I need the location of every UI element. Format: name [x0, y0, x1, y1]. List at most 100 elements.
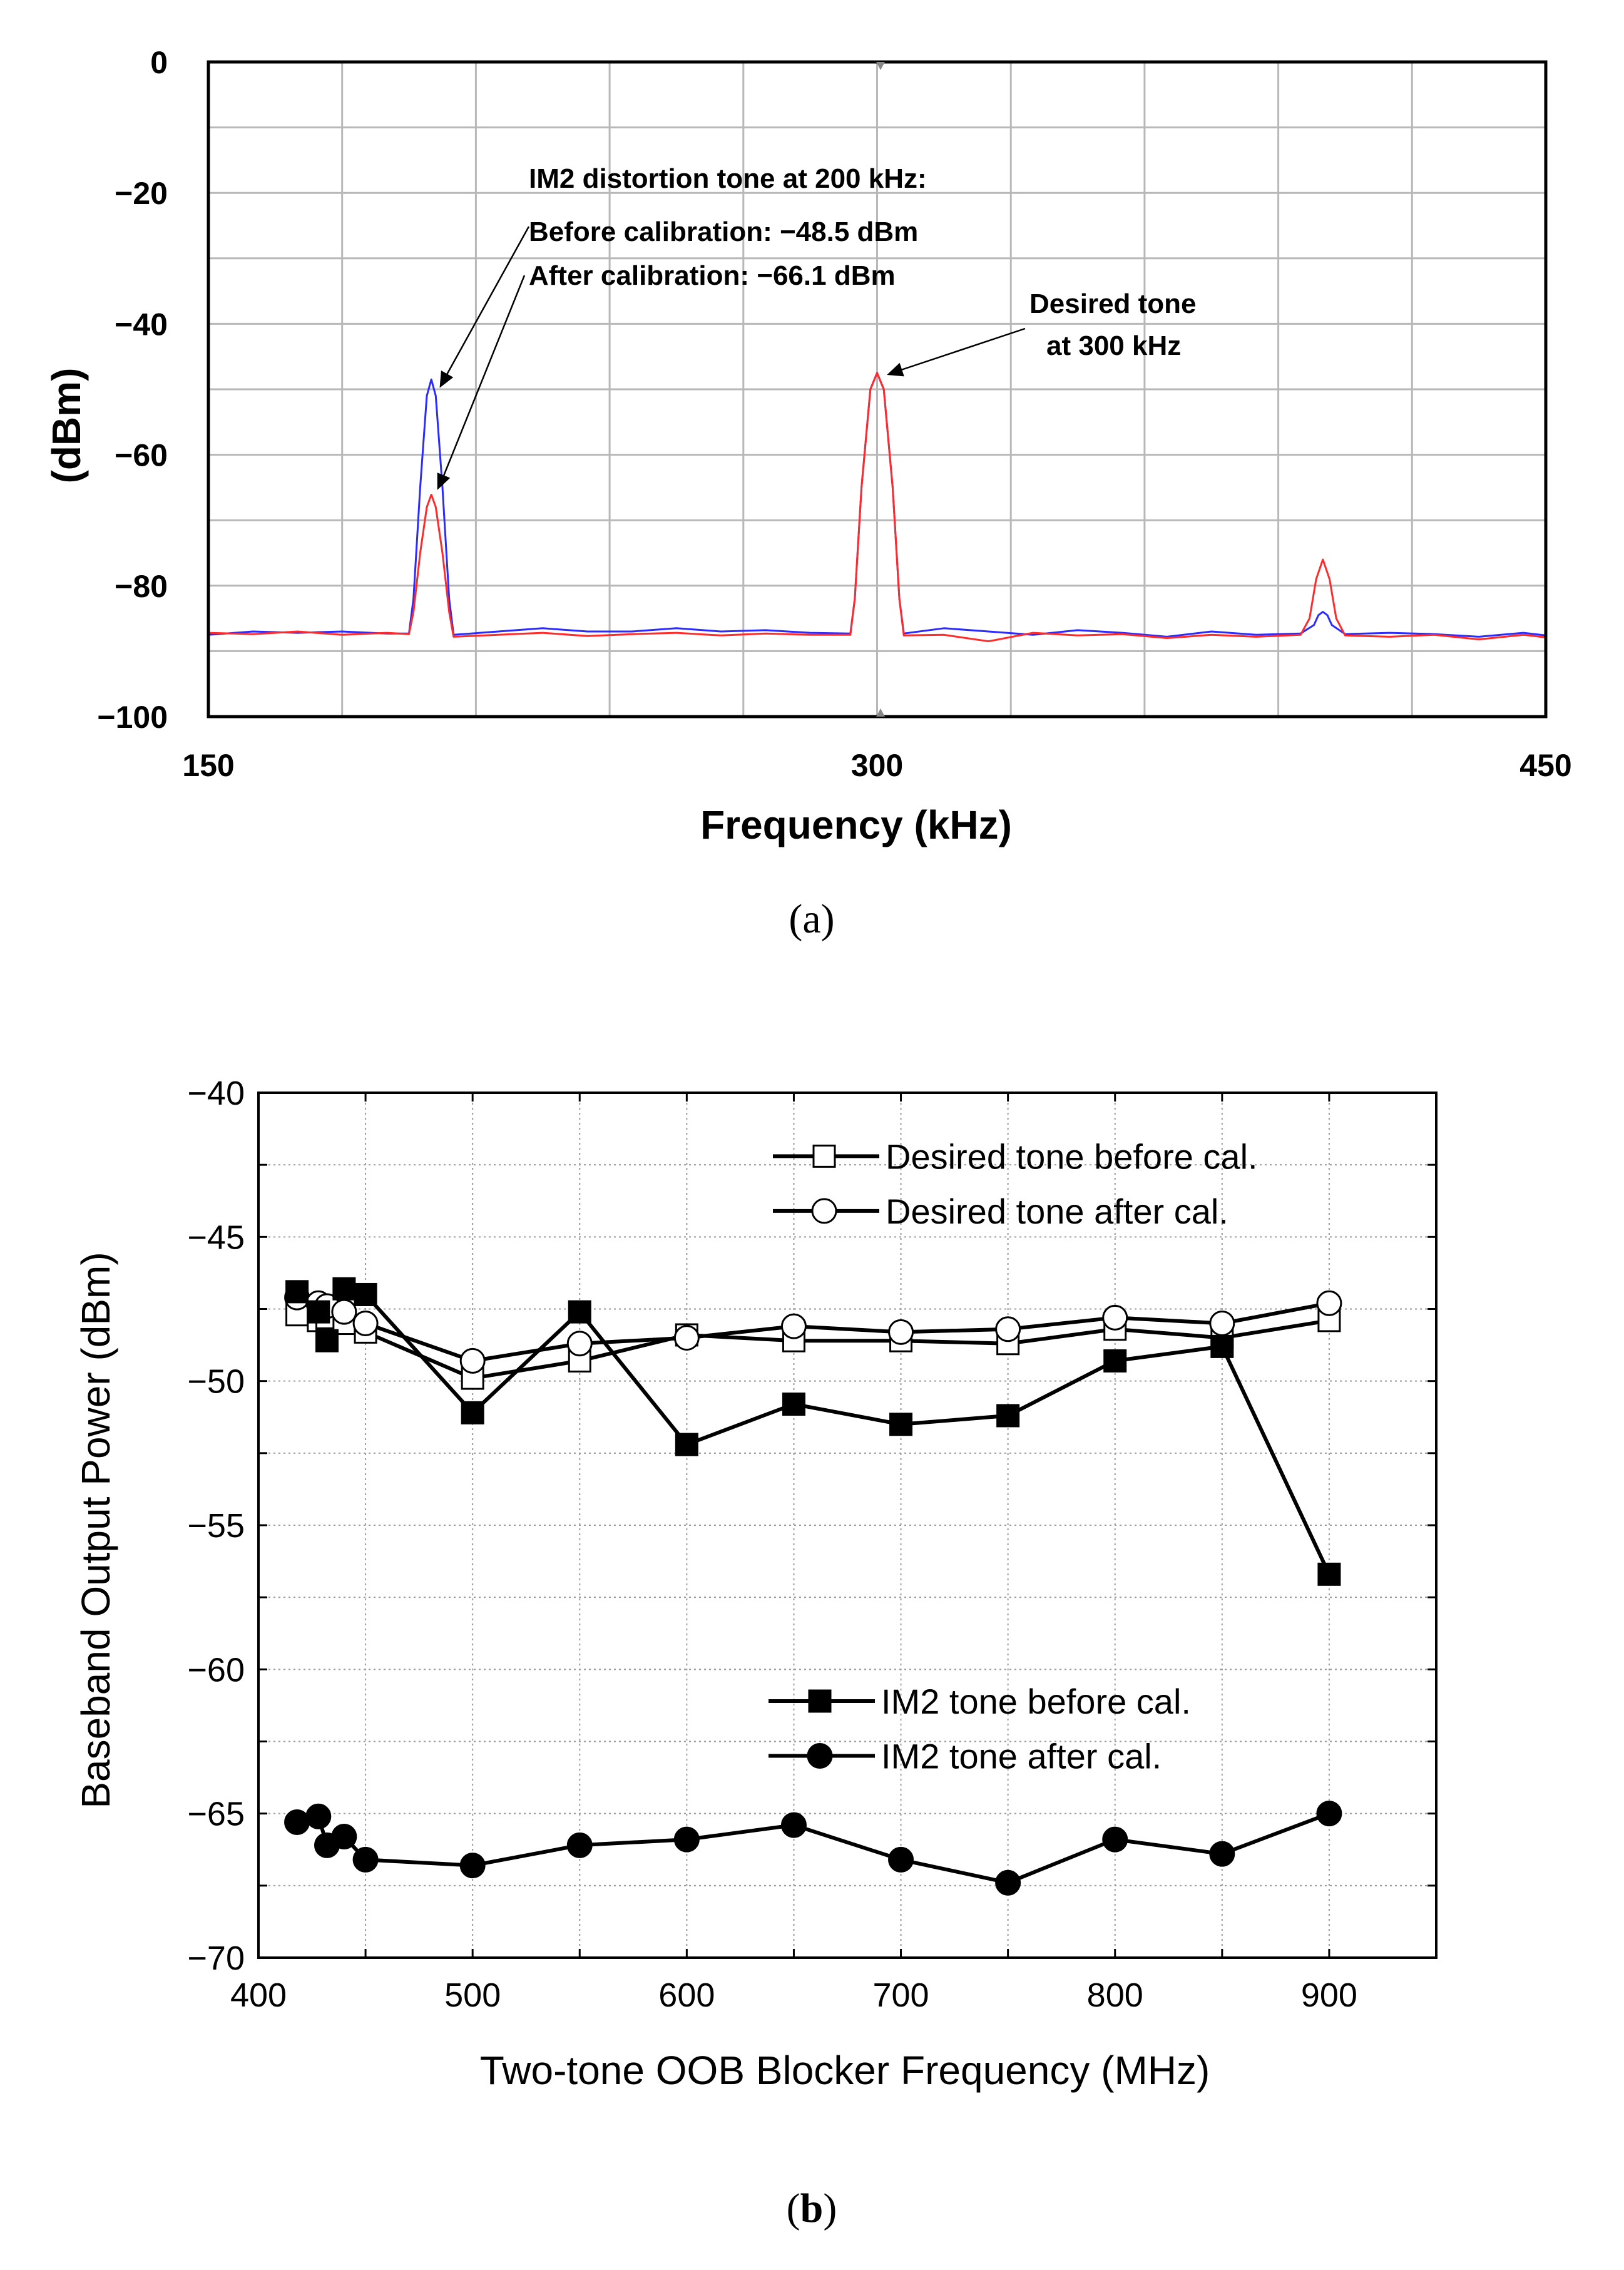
desired-tone-after-cal-point [1209, 1311, 1235, 1337]
im2-tone-after-cal-point [1209, 1841, 1235, 1867]
im2-tone-before-cal-point [461, 1401, 484, 1424]
blocker-y-tick-label: −50 [187, 1363, 245, 1401]
im2-tone-after-cal-point [1102, 1826, 1128, 1853]
desired-tone-annotation-line2: at 300 kHz [1046, 330, 1181, 361]
im2-tone-after-cal-point [305, 1803, 332, 1829]
im2-tone-before-cal-point [1317, 1562, 1341, 1586]
legend-desired-tone-before-cal-label: Desired tone before cal. [886, 1137, 1258, 1176]
blocker-grid [258, 1093, 1436, 1958]
blocker-y-tick-label: −70 [187, 1940, 245, 1977]
desired-tone-after-cal-point [1102, 1304, 1128, 1331]
before-calibration-annotation: Before calibration: −48.5 dBm [529, 217, 918, 247]
desired-tone-after-cal-point [995, 1316, 1021, 1342]
caption-b: (b) [787, 2186, 837, 2231]
before-arrow-line [444, 226, 530, 377]
blocker-x-tick-label: 900 [1301, 1976, 1357, 2014]
desired-tone-annotation-line1: Desired tone [1029, 289, 1197, 319]
spectrum-x-tick-label: 450 [1519, 748, 1571, 783]
desired-tone-after-cal-point [888, 1319, 914, 1345]
im2-tone-before-cal-point [315, 1329, 339, 1352]
blocker-y-axis-label: Baseband Output Power (dBm) [73, 1252, 118, 1808]
im2-tone-after-cal-point [284, 1809, 310, 1835]
im2-annotation-title: IM2 distortion tone at 200 kHz: [529, 163, 927, 194]
blocker-y-tick-label: −40 [187, 1075, 245, 1112]
caption-a: (a) [789, 896, 834, 942]
blocker-x-tick-label: 600 [658, 1976, 715, 2014]
legend-im2-tone-after-cal-label: IM2 tone after cal. [881, 1737, 1162, 1776]
im2-tone-after-cal-line [296, 1811, 1330, 1885]
legend-desired-tone-after-cal-label: Desired tone after cal. [886, 1192, 1228, 1231]
spectrum-y-tick-label: −40 [115, 307, 168, 342]
spectrum-y-tick-label: −20 [115, 176, 168, 211]
bottom-marker-300 [876, 708, 885, 717]
im2-tone-before-cal-point [675, 1433, 698, 1456]
after-arrowhead [437, 473, 451, 490]
blocker-x-tick-label: 400 [230, 1976, 287, 2014]
spectrum-y-tick-label: −60 [115, 438, 168, 473]
im2-tone-before-cal-point [285, 1280, 309, 1304]
before-arrowhead [439, 370, 454, 388]
spectrum-traces [208, 372, 1546, 643]
desired-tone-after-cal-point [1316, 1290, 1342, 1316]
desired-tone-after-cal-point [352, 1311, 379, 1337]
blocker-y-tick-label: −65 [187, 1796, 245, 1833]
blocker-y-tick-label: −45 [187, 1219, 245, 1256]
legend-im2-tone-after-cal-marker [807, 1743, 833, 1769]
legend-im2-tone-before-cal-label: IM2 tone before cal. [881, 1682, 1191, 1721]
spectrum-y-tick-label: 0 [150, 45, 168, 80]
im2-tone-before-cal-point [307, 1300, 330, 1324]
spectrum-x-tick-label: 150 [182, 748, 234, 783]
desired-tone-after-cal-point [459, 1347, 486, 1374]
im2-tone-after-cal-point [566, 1832, 593, 1858]
legend-im2-tone-before-cal-marker [808, 1689, 832, 1713]
top-marker-300 [876, 62, 885, 70]
im2-tone-after-cal-point [352, 1846, 379, 1873]
im2-tone-after-cal-point [780, 1812, 807, 1838]
im2-tone-before-cal-point [354, 1282, 377, 1306]
im2-tone-after-cal-point [888, 1846, 914, 1873]
desired-tone-before-cal-line [296, 1312, 1330, 1381]
im2-tone-after-cal-point [459, 1853, 486, 1879]
im2-tone-before-cal-point [332, 1277, 356, 1301]
desired-tone-after-cal-point [780, 1313, 807, 1339]
im2-tone-before-cal-point [1210, 1334, 1234, 1358]
spectrum-y-tick-label: −80 [115, 569, 168, 604]
blocker-x-tick-label: 800 [1087, 1976, 1143, 2014]
after-arrow-line [441, 275, 526, 479]
legend-desired-tone-after-cal-marker [811, 1198, 837, 1224]
spectrum-grid [208, 62, 1546, 717]
blocker-y-tick-label: −55 [187, 1507, 245, 1545]
spectrum-x-tick-label: 300 [851, 748, 903, 783]
im2-tone-before-cal-point [782, 1393, 805, 1416]
im2-tone-before-cal-line [295, 1287, 1331, 1575]
blocker-x-tick-label: 700 [872, 1976, 929, 2014]
blocker-x-tick-label: 500 [444, 1976, 501, 2014]
im2-tone-after-cal-point [995, 1869, 1021, 1896]
im2-tone-before-cal-point [889, 1413, 913, 1436]
desired-tone-after-cal-point [566, 1331, 593, 1357]
blocker-x-axis-label: Two-tone OOB Blocker Frequency (MHz) [480, 2048, 1210, 2093]
spectrum-y-axis-label: (dBm) [44, 368, 89, 484]
after-calibration-trace [208, 372, 1546, 643]
desired-arrowhead [887, 362, 904, 377]
blocker-legend: Desired tone before cal. Desired tone aft… [769, 1137, 1258, 1776]
spectrum-tick-labels: 0 −20 −40 −60 −80 −100 150 300 450 [97, 45, 1571, 783]
im2-tone-after-cal-point [673, 1826, 700, 1853]
blocker-series [284, 1277, 1342, 1896]
im2-tone-after-cal-point [331, 1824, 357, 1850]
im2-tone-before-cal-point [1103, 1349, 1127, 1373]
spectrum-y-tick-label: −100 [97, 700, 168, 735]
legend-desired-tone-before-cal-marker [812, 1144, 836, 1168]
im2-tone-after-cal-point [1316, 1801, 1342, 1827]
im2-tone-before-cal-point [996, 1404, 1020, 1428]
spectrum-panel: 0 −20 −40 −60 −80 −100 150 300 450 IM2 distortio… [44, 45, 1572, 942]
im2-tone-before-cal-point [568, 1300, 591, 1324]
desired-tone-after-cal-point [331, 1299, 357, 1325]
annotation-arrows [437, 226, 1026, 490]
desired-tone-after-cal-point [673, 1325, 700, 1351]
after-calibration-annotation: After calibration: −66.1 dBm [529, 260, 896, 291]
desired-arrow-line [899, 327, 1026, 372]
